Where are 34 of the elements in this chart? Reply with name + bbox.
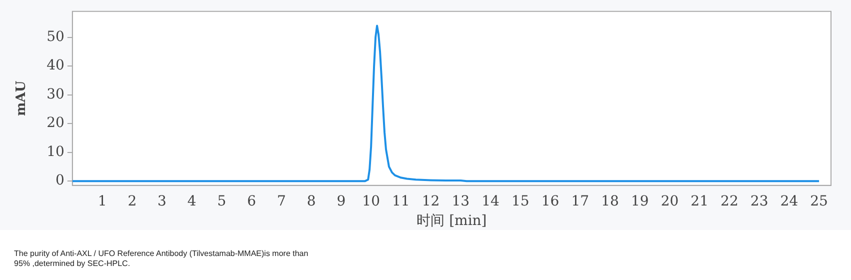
x-tick-label: 22 <box>720 193 738 210</box>
x-tick-label: 1 <box>98 193 107 210</box>
x-tick-label: 16 <box>541 193 560 210</box>
x-tick-label: 20 <box>660 193 679 210</box>
x-tick-label: 5 <box>217 193 226 210</box>
x-tick-label: 13 <box>452 193 470 210</box>
x-tick-label: 4 <box>187 193 196 210</box>
x-tick-label: 24 <box>780 193 798 210</box>
x-tick-label: 8 <box>306 193 316 210</box>
x-tick-label: 19 <box>630 193 649 210</box>
x-tick-label: 18 <box>601 193 619 210</box>
x-axis-title: 时间 [min] <box>416 213 487 230</box>
y-tick-label: 50 <box>46 28 64 45</box>
y-tick-label: 40 <box>46 58 64 74</box>
x-tick-label: 6 <box>247 193 256 210</box>
x-tick-label: 11 <box>392 193 410 210</box>
x-tick-label: 14 <box>482 193 500 210</box>
y-tick-label: 0 <box>55 172 64 189</box>
y-tick-label: 20 <box>46 115 64 132</box>
x-tick-label: 23 <box>750 193 768 210</box>
y-axis-title: mAU <box>14 80 30 116</box>
x-tick-label: 12 <box>422 193 440 210</box>
text: The purity of Anti-AXL / UFO Reference Antibody (Tilvestamab-MMAE)is more than 95% ,determined by SEC-HPLC. <box>14 249 310 269</box>
x-tick-label: 10 <box>362 193 380 210</box>
x-tick-label: 21 <box>690 193 709 210</box>
y-tick-label: 30 <box>46 86 64 102</box>
x-tick-label: 25 <box>810 193 828 210</box>
x-tick-label: 17 <box>571 193 590 210</box>
x-tick-label: 2 <box>128 193 137 210</box>
x-tick-label: 9 <box>336 193 346 210</box>
x-tick-label: 3 <box>158 193 166 210</box>
x-tick-label: 15 <box>511 193 530 210</box>
y-tick-label: 10 <box>46 144 64 160</box>
x-tick-label: 7 <box>277 193 286 210</box>
